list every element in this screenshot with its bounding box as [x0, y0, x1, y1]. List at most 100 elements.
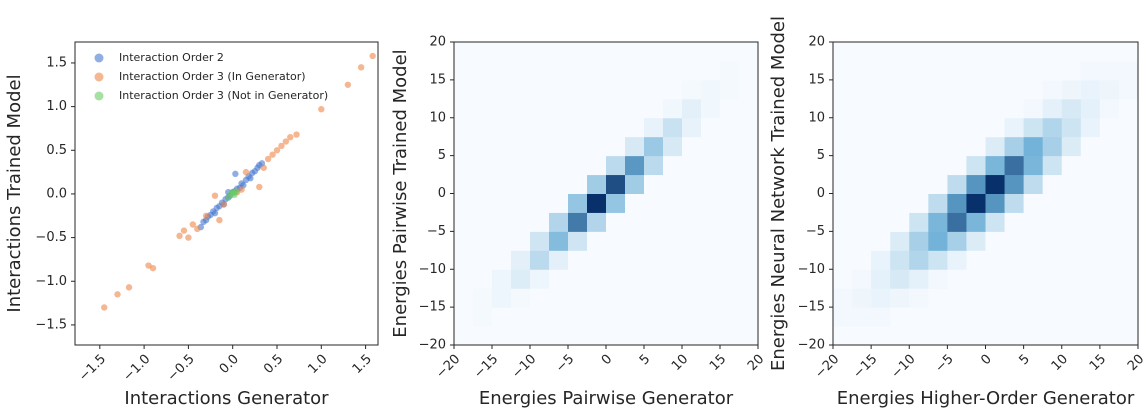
heatmap-cell [833, 193, 853, 213]
heatmap-cell [739, 136, 759, 157]
heatmap-cell [1061, 155, 1082, 176]
heatmap-cell [1099, 60, 1120, 81]
heatmap-cell [701, 60, 721, 81]
heatmap-cell [1004, 60, 1025, 81]
heatmap-cell [947, 326, 967, 346]
heatmap-cell [587, 155, 607, 176]
heatmap-cell [890, 155, 910, 176]
x-tick-label: −0.5 [165, 352, 198, 385]
heatmap-cell [701, 326, 721, 346]
heatmap-cell [1004, 136, 1025, 157]
heatmap-cell [1042, 326, 1063, 346]
heatmap-cell [511, 307, 531, 327]
heatmap-cell [1004, 326, 1025, 346]
heatmap-cell [682, 212, 702, 232]
x-tick-label: −10 [889, 352, 919, 382]
heatmap-cell [663, 307, 683, 327]
heatmap-cell [492, 269, 512, 289]
heatmap-cell [606, 174, 626, 194]
heatmap-cell [720, 155, 740, 176]
heatmap-cell [928, 117, 948, 138]
heatmap-cell [606, 42, 626, 62]
heatmap-cell [1099, 269, 1120, 289]
heatmap-cell [1080, 307, 1101, 327]
heatmap-cell [568, 79, 588, 100]
heatmap-cell [852, 98, 872, 119]
heatmap-cell [701, 288, 721, 308]
heatmap-cell [1042, 250, 1063, 270]
heatmap-cell [606, 326, 626, 346]
heatmap-cell [852, 288, 872, 308]
heatmap-cell [1004, 231, 1025, 251]
heatmap-cell [720, 60, 740, 81]
heatmap-cell [644, 193, 664, 213]
heatmap-cell [909, 307, 929, 327]
heatmap-cell [720, 98, 740, 119]
heatmap-cell [644, 98, 664, 119]
heatmap-cell [947, 136, 967, 157]
heatmap-cell [985, 250, 1006, 270]
heatmap-cell [530, 269, 550, 289]
heatmap-cell [530, 174, 550, 194]
heatmap-cell [682, 307, 702, 327]
heatmap-cell [985, 307, 1006, 327]
heatmap-cell [663, 136, 683, 157]
scatter-point [220, 201, 228, 208]
heatmap-cell [1004, 174, 1025, 194]
heatmap-cell [587, 326, 607, 346]
heatmap-cell [833, 231, 853, 251]
heatmap-cell [852, 250, 872, 270]
y-tick-label: −5 [427, 224, 446, 239]
heatmap-cell [739, 98, 759, 119]
heatmap-cell [1080, 174, 1101, 194]
heatmap-cell [947, 60, 967, 81]
scatter-point [125, 284, 133, 291]
heatmap-cell [473, 60, 493, 81]
heatmap-cell [947, 79, 967, 100]
heatmap-cell [701, 79, 721, 100]
heatmap-cell [1099, 231, 1120, 251]
heatmap-cell [871, 79, 891, 100]
heatmap-cell [909, 60, 929, 81]
heatmap-cell [530, 98, 550, 119]
heatmap-cell [833, 250, 853, 270]
heatmap-cell [928, 79, 948, 100]
heatmap-cell [928, 212, 948, 232]
heatmap-cell [473, 307, 493, 327]
heatmap-cell [852, 212, 872, 232]
heatmap-cell [1004, 42, 1025, 62]
heatmap-cell [739, 326, 759, 346]
heatmap-cell [663, 60, 683, 81]
x-tick-label: 15 [707, 352, 729, 374]
heatmap-cell [909, 98, 929, 119]
heatmap-cell [871, 136, 891, 157]
heatmap-cell [1118, 117, 1139, 138]
scatter-point [344, 81, 352, 88]
heatmap-cell [928, 326, 948, 346]
scatter-point [242, 168, 250, 176]
heatmap-cell [663, 117, 683, 138]
heatmap-cell [644, 288, 664, 308]
legend-marker [94, 91, 104, 101]
heatmap-cell [928, 288, 948, 308]
heatmap-cell [1118, 250, 1139, 270]
heatmap-cell [871, 231, 891, 251]
heatmap-cell [909, 79, 929, 100]
heatmap-cell [966, 60, 986, 81]
heatmap-cell [549, 326, 569, 346]
scatter-point [232, 170, 239, 178]
heatmap-cell [1080, 193, 1101, 213]
heatmap-cell [568, 269, 588, 289]
heatmap-cell [549, 250, 569, 270]
heatmap-cell [644, 212, 664, 232]
heatmap-cell [739, 174, 759, 194]
heatmap-cell [890, 326, 910, 346]
heatmap-cell [871, 212, 891, 232]
scatter-point [211, 209, 219, 217]
heatmap-cell [720, 117, 740, 138]
y-tick-label: −20 [419, 338, 446, 353]
heatmap-cell [473, 117, 493, 138]
heatmap-cell [1042, 98, 1063, 119]
heatmap-cell [1061, 60, 1082, 81]
heatmap-cell [739, 212, 759, 232]
